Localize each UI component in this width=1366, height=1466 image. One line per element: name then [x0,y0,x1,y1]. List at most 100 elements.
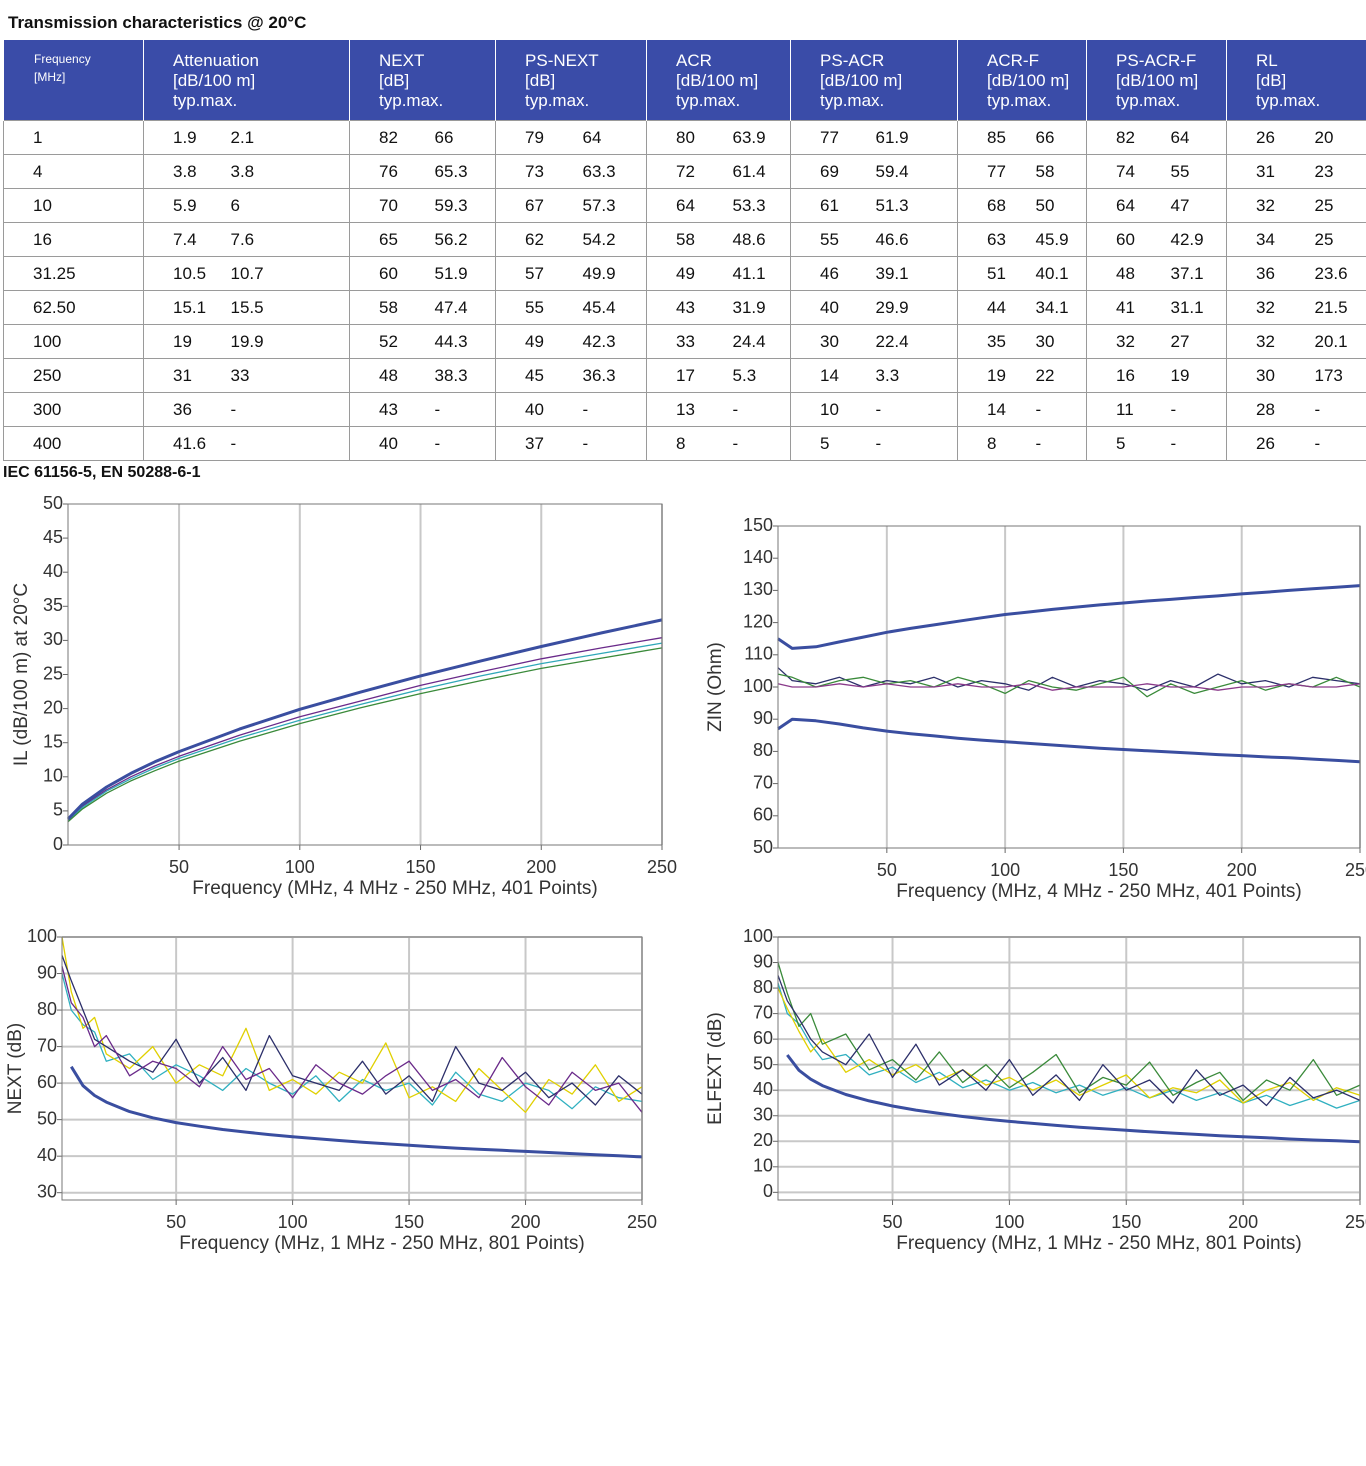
data-line [66,618,663,821]
table-cell: 61 [790,188,862,223]
x-tick-label: 50 [166,1212,186,1232]
table-cell: 173 [1300,358,1366,393]
table-cell: 47 [1156,188,1227,223]
table-row: 31.25 10.5 10.7 60 51.9 57 49.9 49 41.1 46 39.1 51 4… [3,256,1366,291]
header-text: Frequency [34,52,91,66]
table-cell: 45.9 [1021,222,1087,257]
table-cell: 31.9 [718,290,791,325]
table-body: 1 1.9 2.1 82 66 79 64 80 63.9 77 61.9 85 66 82 64 26 20 4… [3,120,1366,461]
x-tick-label: 100 [990,860,1020,880]
table-cell: - [718,392,791,427]
table-cell: 13 [646,392,719,427]
header-text: [dB] [379,71,410,90]
table-cell: 64 [646,188,719,223]
y-tick-label: 40 [43,561,63,581]
header-cell: PS-NEXT [dB] typ.max. [495,40,647,121]
footnote: IEC 61156-5, EN 50288-6-1 [3,464,201,481]
header-text: [dB/100 m] [987,71,1070,90]
header-text: [dB] [525,71,556,90]
table-cell: 46 [790,256,862,291]
table-cell: 63.3 [568,154,647,189]
data-line [777,683,1361,691]
x-axis-label: Frequency (MHz, 1 MHz - 250 MHz, 801 Poi… [896,1233,1301,1254]
table-cell: 30 [1226,358,1301,393]
header-text: [dB] [1256,71,1287,90]
header-text: ACR [676,51,712,70]
data-line [786,1054,1361,1144]
table-cell: 5 [790,426,862,461]
y-tick-label: 20 [753,1130,773,1150]
table-cell: 23.6 [1300,256,1366,291]
y-tick-label: 40 [753,1079,773,1099]
y-tick-label: 50 [43,493,63,513]
table-cell: - [861,426,958,461]
table-row: 62.50 15.1 15.5 58 47.4 55 45.4 43 31.9 40 29.9 44 3… [3,290,1366,325]
table-cell: 20 [1300,120,1366,155]
table-cell: - [1156,392,1227,427]
table-cell: 70 [349,188,421,223]
header-text: typ.max. [676,91,741,110]
table-cell: 32 [1226,188,1301,223]
table-cell: 44.3 [420,324,496,359]
table-cell: 15.5 [216,290,350,325]
table-cell: 19 [1156,358,1227,393]
y-tick-label: 80 [37,999,57,1019]
x-tick-label: 200 [526,857,556,877]
table-cell: 32 [1086,324,1157,359]
table-cell: 27 [1156,324,1227,359]
header-text: PS-NEXT [525,51,599,70]
table-row: 100 19 19.9 52 44.3 49 42.3 33 24.4 30 22.4 35 30 32 2… [3,324,1366,359]
table-cell: 44 [957,290,1022,325]
table-cell: 40.1 [1021,256,1087,291]
table-cell: 77 [957,154,1022,189]
header-text: ACR-F [987,51,1039,70]
table-cell: 300 [3,392,144,427]
table-cell: 47.4 [420,290,496,325]
plot-frame [61,936,643,1201]
x-tick-label: 200 [1227,860,1257,880]
table-cell: 41.1 [718,256,791,291]
y-tick-label: 90 [753,951,773,971]
table-cell: 3.3 [861,358,958,393]
table-cell: 59.3 [420,188,496,223]
table-cell: 63.9 [718,120,791,155]
table-cell: 10 [790,392,862,427]
y-tick-label: 10 [43,766,63,786]
header-text: [dB/100 m] [173,71,256,90]
table-cell: 66 [1021,120,1087,155]
header-text: RL [1256,51,1278,70]
table-cell: 79 [495,120,569,155]
table-cell: - [420,426,496,461]
table-cell: 42.9 [1156,222,1227,257]
data-line [67,642,663,822]
table-cell: 22.4 [861,324,958,359]
table-cell: 49.9 [568,256,647,291]
table-row: 10 5.9 6 70 59.3 67 57.3 64 53.3 61 51.3 68 50 64 47 32… [3,188,1366,223]
table-cell: 5 [1086,426,1157,461]
x-tick-label: 100 [285,857,315,877]
table-cell: 14 [790,358,862,393]
table-cell: 2.1 [216,120,350,155]
y-tick-label: 50 [753,1053,773,1073]
table-cell: 76 [349,154,421,189]
table-cell: 31 [1226,154,1301,189]
y-tick-label: 0 [763,1181,773,1201]
x-tick-label: 50 [883,1212,903,1232]
x-tick-label: 250 [647,857,677,877]
data-line [777,975,1361,1107]
table-row: 400 41.6-40-37-8-5-8-5-26- [3,426,1366,461]
data-line [777,584,1361,650]
header-cell: NEXT [dB] typ.max. [349,40,496,121]
table-cell: 19 [957,358,1022,393]
table-cell: 250 [3,358,144,393]
header-cell: ACR-F [dB/100 m] typ.max. [957,40,1087,121]
table-cell: 34 [1226,222,1301,257]
header-cell: PS-ACR-F [dB/100 m] typ.max. [1086,40,1227,121]
table-cell: - [1300,426,1366,461]
y-tick-label: 50 [37,1108,57,1128]
header-text: [dB/100 m] [1116,71,1199,90]
y-tick-label: 80 [753,977,773,997]
table-cell: 25 [1300,222,1366,257]
table-cell: 31 [143,358,217,393]
